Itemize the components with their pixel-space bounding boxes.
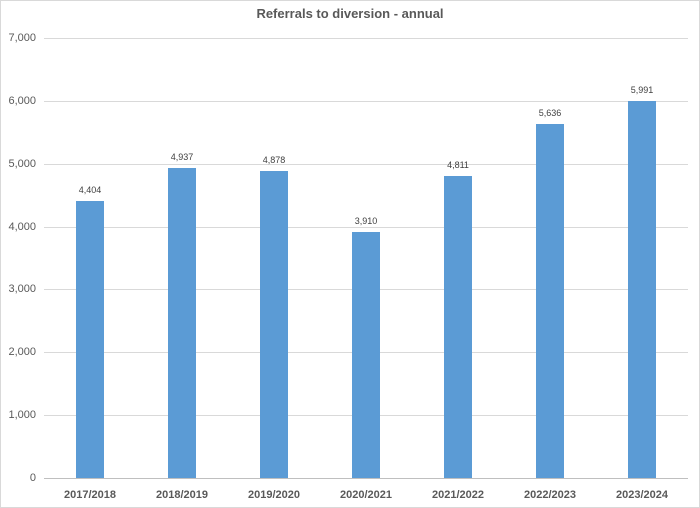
data-label: 5,636 — [538, 107, 562, 118]
x-axis-line — [44, 478, 688, 479]
bar[interactable] — [168, 167, 196, 478]
y-tick-label: 5,000 — [8, 157, 36, 170]
plot-area: 4,404 4,937 4,878 3,910 4,811 5,636 5,991 — [44, 38, 688, 479]
y-tick-label: 0 — [29, 472, 36, 484]
bar[interactable] — [352, 232, 380, 478]
data-label: 5,991 — [630, 85, 654, 96]
x-tick-label: 2022/2023 — [524, 489, 576, 501]
y-tick-label: 4,000 — [8, 220, 36, 233]
chart-title: Referrals to diversion - annual — [256, 6, 444, 21]
bar[interactable] — [444, 175, 472, 478]
x-tick-label: 2023/2024 — [616, 489, 668, 501]
y-tick-label: 6,000 — [8, 94, 36, 107]
y-tick-label: 3,000 — [8, 283, 36, 296]
x-tick-label: 2017/2018 — [64, 489, 116, 501]
gridline — [44, 38, 688, 39]
gridline — [44, 163, 688, 165]
data-label: 3,910 — [354, 216, 378, 227]
y-tick-label: 1,000 — [8, 409, 36, 422]
gridline — [44, 226, 688, 228]
gridline — [44, 100, 688, 102]
y-tick-label: 7,000 — [8, 32, 36, 44]
x-tick-label: 2020/2021 — [340, 489, 392, 501]
bar[interactable] — [536, 123, 564, 478]
data-label: 4,937 — [170, 151, 194, 162]
bar[interactable] — [260, 171, 288, 478]
x-tick-label: 2018/2019 — [156, 489, 208, 501]
data-label: 4,404 — [78, 185, 102, 196]
data-label: 4,878 — [262, 155, 286, 166]
bar[interactable] — [76, 201, 104, 478]
x-tick-label: 2021/2022 — [432, 489, 484, 501]
data-label: 4,811 — [447, 159, 469, 170]
bar[interactable] — [628, 101, 656, 478]
y-tick-label: 2,000 — [8, 346, 36, 359]
x-tick-label: 2019/2020 — [248, 489, 300, 501]
